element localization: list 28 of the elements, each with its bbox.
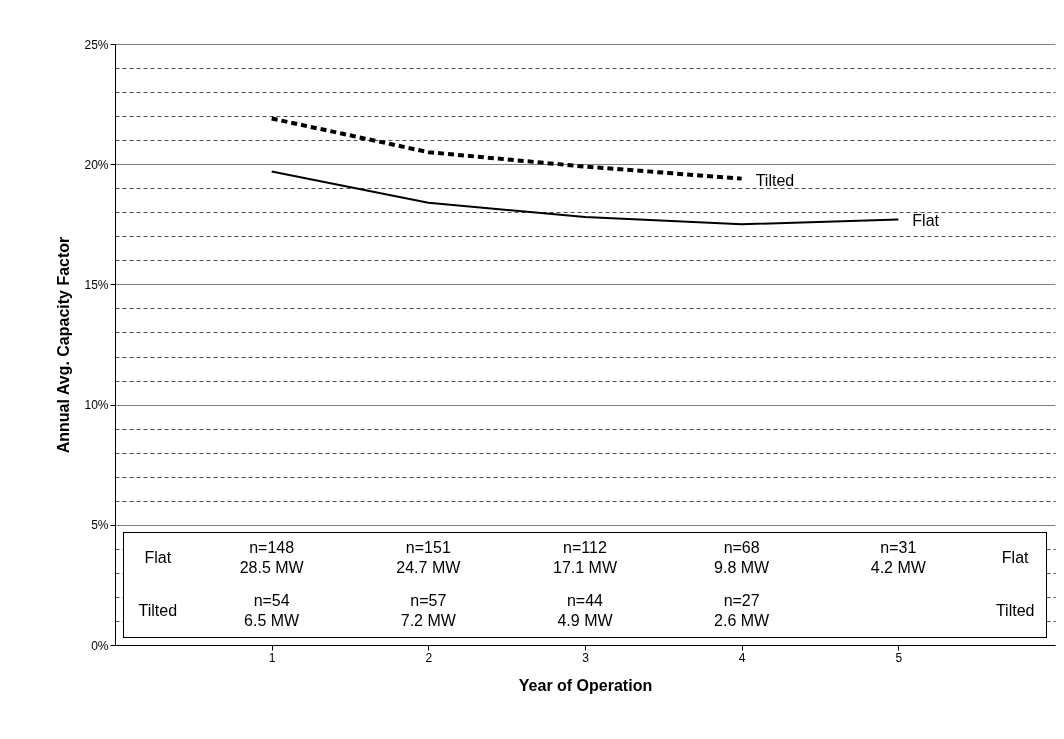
x-tick-label: 4 (738, 650, 746, 665)
y-tick-label: 25% (84, 37, 109, 52)
y-axis-title: Annual Avg. Capacity Factor (55, 236, 73, 454)
y-tick-label: 5% (91, 518, 109, 533)
x-tick-label: 1 (268, 650, 276, 665)
x-tick-label: 5 (895, 650, 903, 665)
x-tick-label: 3 (582, 650, 590, 665)
annotation: n=112 17.1 MW (552, 538, 618, 579)
annotation: Tilted (138, 601, 178, 622)
annotation: n=54 6.5 MW (244, 591, 300, 632)
y-tick-label: 15% (84, 277, 109, 292)
annotation: n=44 4.9 MW (557, 591, 613, 632)
y-tick-label: 10% (84, 398, 109, 413)
annotation: n=68 9.8 MW (714, 538, 770, 579)
annotation: Flat (1001, 548, 1029, 569)
annotation: n=27 2.6 MW (714, 591, 770, 632)
x-axis-title: Year of Operation (518, 676, 653, 694)
y-tick-label: 0% (91, 638, 109, 653)
series-label: Tilted (755, 171, 795, 189)
x-tick-label: 2 (425, 650, 433, 665)
annotation: n=31 4.2 MW (870, 538, 926, 579)
series-label: Flat (912, 212, 940, 230)
annotation: Tilted (995, 601, 1035, 622)
annotation: Flat (144, 548, 172, 569)
y-tick-label: 20% (84, 157, 109, 172)
annotation: n=57 7.2 MW (400, 591, 456, 632)
annotation: n=148 28.5 MW (239, 538, 304, 579)
annotation: n=151 24.7 MW (396, 538, 461, 579)
